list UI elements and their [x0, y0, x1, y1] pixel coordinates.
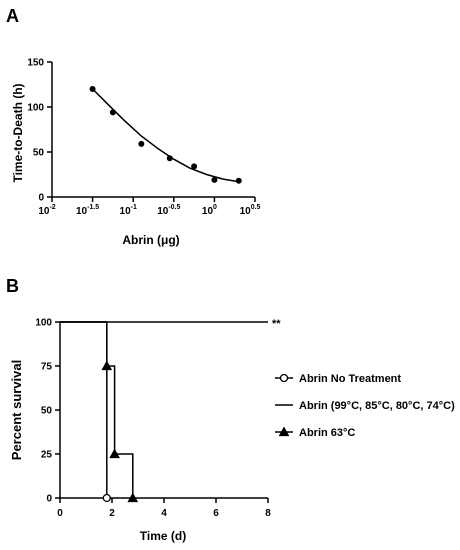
- panel-a-x-tick-exponent: 0: [213, 204, 217, 211]
- panel-a-data-point: [89, 86, 96, 92]
- panel-a-data-point: [191, 163, 198, 170]
- panel-a-x-tick-base: 10: [120, 206, 132, 217]
- panel-a-x-axis-title-text: Abrin (: [122, 233, 161, 247]
- panel-a-x-tick-exponent: -0.5: [168, 204, 180, 211]
- panel-b-y-tick-label: 75: [41, 362, 53, 373]
- panel-b-series-1-marker: [102, 493, 111, 503]
- panel-b-series-3-marker: [109, 448, 120, 459]
- panel-b-label: B: [6, 276, 19, 296]
- panel-a-x-tick-exponent: -1: [131, 204, 137, 211]
- panel-a-y-tick-label: 150: [27, 58, 44, 69]
- panel-b-series-3-marker: [127, 492, 139, 503]
- panel-a-chart: Time-to-Death (h) Abrin (μg) 05010015010…: [11, 58, 261, 248]
- panel-a-x-tick-exponent: -1.5: [87, 204, 99, 211]
- panel-b-x-axis-title: Time (d): [140, 529, 186, 543]
- panel-b-y-tick-label: 100: [35, 318, 52, 329]
- panel-b-legend-label-3: Abrin 63°C: [299, 427, 355, 439]
- panel-a-x-tick-base: 10: [38, 206, 50, 217]
- panel-a-x-tick-base: 10: [202, 206, 214, 217]
- panel-a-x-tick-exponent: 0.5: [251, 204, 261, 211]
- panel-a-y-tick-label: 50: [33, 148, 45, 159]
- panel-b-y-tick-label: 50: [41, 406, 53, 417]
- panel-a-data-point: [166, 155, 173, 162]
- panel-b-series-3-marker: [101, 360, 113, 371]
- panel-b-x-tick-label: 2: [109, 508, 115, 519]
- panel-b-y-tick-label: 25: [41, 450, 53, 461]
- panel-a-y-tick-label: 100: [27, 103, 44, 114]
- panel-b-survival-line-1: [60, 321, 108, 498]
- panel-a-y-axis-title: Time-to-Death (h): [11, 83, 25, 182]
- panel-b-legend-marker-3: [278, 426, 290, 437]
- panel-b-x-tick-label: 8: [265, 508, 271, 519]
- panel-b-y-axis-title: Percent survival: [9, 360, 24, 460]
- panel-b-x-tick-label: 0: [57, 508, 63, 519]
- panel-a-x-tick-base: 10: [157, 206, 169, 217]
- panel-b-legend-label-1: Abrin No Treatment: [299, 373, 401, 385]
- panel-b-x-tick-label: 6: [213, 508, 219, 519]
- panel-a-x-axis-title-unit: μg: [161, 233, 176, 247]
- panel-b-survival-line-3: [60, 321, 134, 498]
- panel-a-x-axis-title: Abrin (μg): [122, 233, 179, 247]
- panel-a-x-tick-base: 10: [76, 206, 88, 217]
- panel-a-data-point: [211, 176, 218, 183]
- panel-b-legend-marker-1: [279, 373, 289, 383]
- panel-a-x-tick-base: 10: [240, 206, 252, 217]
- panel-a-label: A: [6, 6, 19, 26]
- panel-a-fit-curve: [92, 88, 240, 183]
- panel-a-x-tick-label: 100.5: [240, 204, 261, 217]
- panel-a-x-tick-label: 10-1.5: [76, 204, 99, 217]
- panel-a-x-tick-label: 100: [202, 204, 217, 217]
- panel-b-y-tick-label: 0: [46, 494, 52, 505]
- panel-b-legend-label-2: Abrin (99°C, 85°C, 80°C, 74°C): [299, 400, 455, 412]
- panel-a-x-axis-title-close: ): [176, 233, 180, 247]
- panel-a-data-point: [138, 140, 145, 147]
- panel-a-data-point: [235, 177, 242, 184]
- panel-b-significance-annotation: **: [272, 318, 281, 330]
- panel-b-chart: Percent survival Time (d) 0 25 50 75 100 0 2 4 6…: [9, 318, 455, 544]
- panel-b-x-tick-label: 4: [161, 508, 167, 519]
- panel-a-x-tick-label: 10-2: [38, 204, 55, 217]
- panel-a-x-tick-label: 10-1: [120, 204, 137, 217]
- panel-a-y-tick-label: 0: [38, 193, 44, 204]
- panel-a-x-tick-label: 10-0.5: [157, 204, 180, 217]
- panel-a-x-tick-exponent: -2: [49, 204, 55, 211]
- panel-a-data-point: [109, 109, 116, 116]
